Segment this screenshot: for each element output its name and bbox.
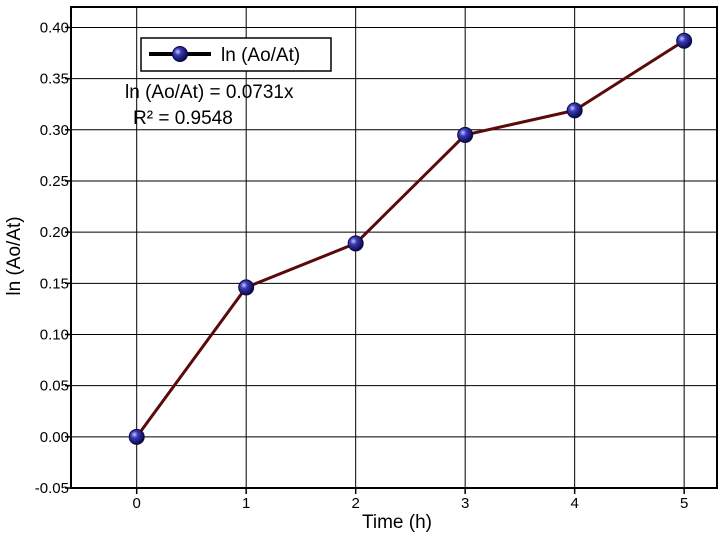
y-tick-label: 0.30 (40, 122, 69, 139)
data-point (457, 126, 474, 143)
tick-labels: 0 1 2 3 4 5 -0.05 0.00 0.05 0.10 0.15 0.20 0.25 0.30 0… (35, 19, 689, 512)
x-axis-title: Time (h) (362, 512, 432, 533)
y-tick-label: -0.05 (35, 480, 69, 497)
trendline-equation-label: ln (Ao/At) = 0.0731x (125, 82, 294, 103)
legend-label: ln (Ao/At) (221, 45, 300, 66)
series-layer (128, 32, 693, 445)
axis-ticks (65, 26, 685, 494)
series-line (135, 39, 685, 438)
x-tick-label: 0 (133, 495, 141, 512)
y-tick-label: 0.40 (40, 19, 69, 36)
r-squared-label: R² = 0.9548 (133, 108, 233, 129)
x-tick-label: 4 (570, 495, 578, 512)
grid (71, 7, 717, 489)
y-axis-title: ln (Ao/At) (4, 216, 25, 295)
plot-area-frame (70, 6, 718, 489)
y-tick-label: 0.05 (40, 378, 69, 395)
y-tick-label: 0.00 (40, 429, 69, 446)
x-tick-label: 1 (242, 495, 250, 512)
data-point (238, 279, 255, 296)
x-tick-label: 2 (352, 495, 360, 512)
data-point (676, 32, 693, 49)
data-point (128, 428, 145, 445)
y-tick-label: 0.25 (40, 173, 69, 190)
legend-marker-sample (172, 46, 188, 62)
y-tick-label: 0.20 (40, 224, 69, 241)
x-tick-label: 3 (461, 495, 469, 512)
y-tick-label: 0.15 (40, 275, 69, 292)
y-tick-label: 0.10 (40, 326, 69, 343)
x-tick-label: 5 (680, 495, 688, 512)
legend: ln (Ao/At) (140, 37, 332, 72)
data-point (347, 235, 364, 252)
data-point (566, 102, 583, 119)
y-tick-label: 0.35 (40, 71, 69, 88)
